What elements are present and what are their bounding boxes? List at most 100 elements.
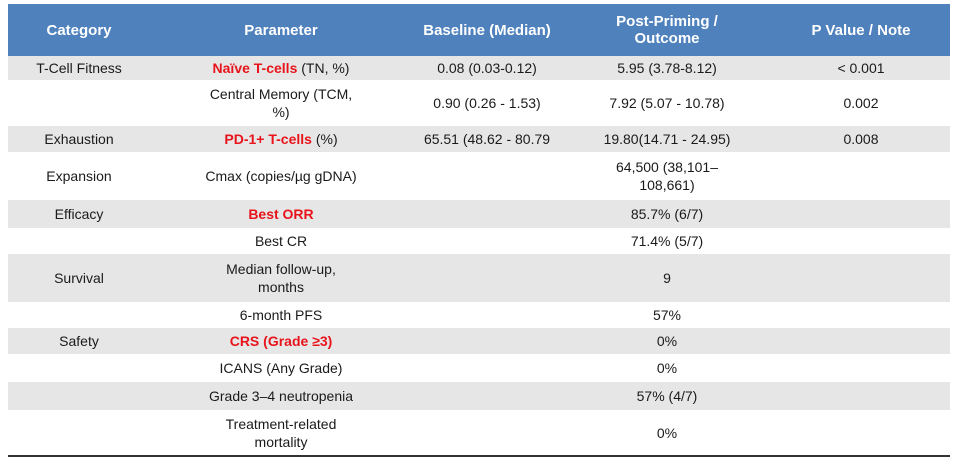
highlight-text: Naïve T-cells: [212, 60, 298, 76]
p-cell: [772, 410, 950, 457]
cell-text: 0%: [656, 333, 678, 349]
post-cell: 5.95 (3.78-8.12): [562, 56, 772, 80]
table-body: T-Cell Fitness Naïve T-cells (TN, %) 0.08 …: [8, 56, 950, 457]
highlight-text: Best ORR: [248, 206, 314, 222]
cell-text: Safety: [59, 333, 99, 349]
cell-text: < 0.001: [837, 60, 885, 76]
category-cell: Survival: [8, 254, 150, 302]
cell-text: 85.7% (6/7): [630, 206, 704, 222]
parameter-cell: CRS (Grade ≥3): [150, 328, 412, 354]
post-cell: 0%: [562, 410, 772, 457]
p-cell: [772, 200, 950, 228]
table-row: Central Memory (TCM, %) 0.90 (0.26 - 1.53…: [8, 80, 950, 126]
cell-text: 0%: [656, 360, 678, 376]
category-cell: [8, 382, 150, 410]
baseline-cell: 65.51 (48.62 - 80.79: [412, 126, 562, 152]
post-cell: 0%: [562, 354, 772, 382]
p-cell: [772, 152, 950, 200]
post-cell: 0%: [562, 328, 772, 354]
cell-text: Central Memory (TCM, %): [209, 86, 353, 120]
category-cell: [8, 354, 150, 382]
cell-text: 64,500 (38,101–108,661): [616, 159, 718, 193]
parameter-cell: Best CR: [150, 228, 412, 254]
category-cell: [8, 228, 150, 254]
baseline-cell: [412, 354, 562, 382]
p-cell: [772, 254, 950, 302]
table-row: Grade 3–4 neutropenia 57% (4/7): [8, 382, 950, 410]
parameter-cell: Cmax (copies/µg gDNA): [150, 152, 412, 200]
cell-text: 7.92 (5.07 - 10.78): [609, 95, 725, 111]
header-cell: Parameter: [150, 4, 412, 56]
parameter-cell: PD-1+ T-cells (%): [150, 126, 412, 152]
table-row: ICANS (Any Grade) 0%: [8, 354, 950, 382]
header-row: Category Parameter Baseline (Median) Pos…: [8, 4, 950, 56]
post-cell: 64,500 (38,101–108,661): [562, 152, 772, 200]
header-cell: P Value / Note: [772, 4, 950, 56]
post-cell: 9: [562, 254, 772, 302]
header-cell: Post-Priming / Outcome: [562, 4, 772, 56]
parameter-cell: Grade 3–4 neutropenia: [150, 382, 412, 410]
baseline-cell: [412, 302, 562, 328]
cell-text: 0.002: [843, 95, 879, 111]
header-cell: Baseline (Median): [412, 4, 562, 56]
cell-text: (TN, %): [301, 60, 350, 76]
parameter-cell: ICANS (Any Grade): [150, 354, 412, 382]
category-cell: Efficacy: [8, 200, 150, 228]
cell-text: Grade 3–4 neutropenia: [209, 388, 353, 404]
p-cell: 0.008: [772, 126, 950, 152]
table-row: T-Cell Fitness Naïve T-cells (TN, %) 0.08 …: [8, 56, 950, 80]
table-row: Exhaustion PD-1+ T-cells (%) 65.51 (48.62 …: [8, 126, 950, 152]
baseline-cell: [412, 200, 562, 228]
parameter-cell: 6-month PFS: [150, 302, 412, 328]
cell-text: 0.08 (0.03-0.12): [437, 60, 537, 76]
table-row: Efficacy Best ORR 85.7% (6/7): [8, 200, 950, 228]
cell-text: 6-month PFS: [239, 307, 323, 323]
category-cell: Safety: [8, 328, 150, 354]
baseline-cell: [412, 382, 562, 410]
category-cell: [8, 410, 150, 457]
table-row: Safety CRS (Grade ≥3) 0%: [8, 328, 950, 354]
category-cell: [8, 302, 150, 328]
cell-text: Efficacy: [54, 206, 104, 222]
post-cell: 71.4% (5/7): [562, 228, 772, 254]
data-table: Category Parameter Baseline (Median) Pos…: [8, 4, 950, 457]
baseline-cell: [412, 254, 562, 302]
cell-text: 65.51 (48.62 - 80.79: [423, 131, 551, 147]
cell-text: Exhaustion: [44, 131, 114, 147]
cell-text: 0.90 (0.26 - 1.53): [433, 95, 541, 111]
cell-text: Survival: [54, 270, 104, 286]
table-row: 6-month PFS 57%: [8, 302, 950, 328]
post-cell: 7.92 (5.07 - 10.78): [562, 80, 772, 126]
p-cell: [772, 228, 950, 254]
cell-text: (%): [315, 131, 338, 147]
parameter-cell: Best ORR: [150, 200, 412, 228]
table-row: Best CR 71.4% (5/7): [8, 228, 950, 254]
table-row: Treatment-related mortality 0%: [8, 410, 950, 457]
parameter-cell: Treatment-related mortality: [150, 410, 412, 457]
post-cell: 57% (4/7): [562, 382, 772, 410]
baseline-cell: 0.08 (0.03-0.12): [412, 56, 562, 80]
cell-text: Median follow-up, months: [226, 261, 336, 295]
header-text: Post-Priming / Outcome: [616, 13, 718, 47]
baseline-cell: [412, 228, 562, 254]
category-cell: Exhaustion: [8, 126, 150, 152]
parameter-cell: Central Memory (TCM, %): [150, 80, 412, 126]
category-cell: Expansion: [8, 152, 150, 200]
cell-text: 0.008: [843, 131, 879, 147]
post-cell: 19.80(14.71 - 24.95): [562, 126, 772, 152]
cell-text: Best CR: [254, 233, 308, 249]
table-row: Expansion Cmax (copies/µg gDNA) 64,500 (38…: [8, 152, 950, 200]
header-cell: Category: [8, 4, 150, 56]
table-row: Survival Median follow-up, months 9: [8, 254, 950, 302]
cell-text: Treatment-related mortality: [225, 415, 337, 450]
highlight-text: PD-1+ T-cells: [224, 131, 312, 147]
cell-text: 57%: [652, 307, 682, 323]
p-cell: < 0.001: [772, 56, 950, 80]
cell-text: T-Cell Fitness: [36, 60, 122, 76]
category-cell: T-Cell Fitness: [8, 56, 150, 80]
p-cell: [772, 302, 950, 328]
post-cell: 57%: [562, 302, 772, 328]
cell-text: Expansion: [46, 168, 112, 184]
cell-text: 57% (4/7): [636, 388, 698, 404]
